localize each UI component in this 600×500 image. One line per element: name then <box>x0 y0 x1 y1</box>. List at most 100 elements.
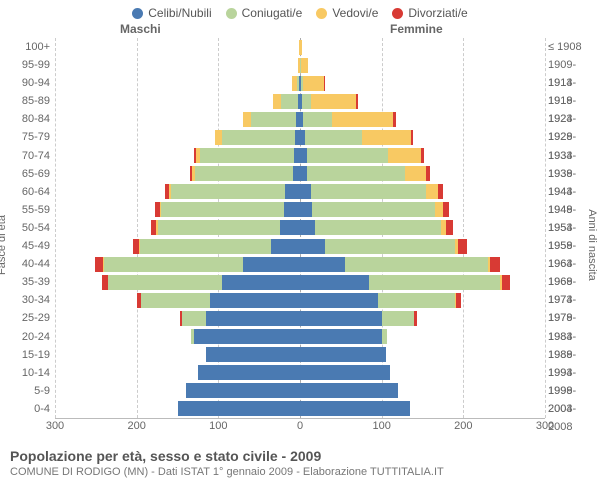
bar-segment <box>426 166 430 181</box>
bar-segment <box>243 112 251 127</box>
pyramid-row <box>55 273 545 291</box>
female-bar <box>300 220 453 235</box>
age-label: 40-44 <box>0 255 50 273</box>
pyramid-row <box>55 400 545 418</box>
grid-line <box>545 38 546 418</box>
bar-segment <box>200 148 294 163</box>
male-bar <box>133 239 300 254</box>
female-bar <box>300 365 390 380</box>
male-bar <box>178 401 301 416</box>
bar-segment <box>222 275 300 290</box>
bar-segment <box>311 94 356 109</box>
female-bar <box>300 130 413 145</box>
pyramid-row <box>55 56 545 74</box>
bar-segment <box>369 275 500 290</box>
bar-segment <box>285 184 300 199</box>
birth-year-label: 1944-1948 <box>548 183 600 201</box>
pyramid-row <box>55 128 545 146</box>
bar-segment <box>198 365 300 380</box>
bar-segment <box>300 239 325 254</box>
chart-title: Popolazione per età, sesso e stato civil… <box>10 448 590 464</box>
pyramid-row <box>55 183 545 201</box>
bar-segment <box>280 220 300 235</box>
bar-segment <box>435 202 443 217</box>
birth-year-label: 2004-2008 <box>548 400 600 418</box>
bar-segment <box>421 148 424 163</box>
birth-year-label: ≤ 1908 <box>548 38 600 56</box>
bar-segment <box>182 311 207 326</box>
bar-segment <box>414 311 416 326</box>
bar-segment <box>458 239 466 254</box>
birth-year-label: 1934-1938 <box>548 147 600 165</box>
birth-year-label: 1959-1963 <box>548 237 600 255</box>
male-bar <box>190 166 300 181</box>
bar-segment <box>171 184 285 199</box>
birth-year-label: 1994-1998 <box>548 364 600 382</box>
pyramid-row <box>55 346 545 364</box>
bar-segment <box>307 148 389 163</box>
age-label: 55-59 <box>0 201 50 219</box>
bar-segment <box>300 311 382 326</box>
legend-label: Vedovi/e <box>332 6 378 20</box>
bar-segment <box>222 130 296 145</box>
male-bar <box>180 311 300 326</box>
bar-segment <box>382 329 388 344</box>
age-label: 0-4 <box>0 400 50 418</box>
age-label: 85-89 <box>0 92 50 110</box>
male-bar <box>186 383 300 398</box>
bar-segment <box>243 257 300 272</box>
pyramid-row <box>55 291 545 309</box>
bar-segment <box>456 293 461 308</box>
footer: Popolazione per età, sesso e stato civil… <box>0 440 600 478</box>
age-label: 45-49 <box>0 237 50 255</box>
female-bar <box>300 311 417 326</box>
female-bar <box>300 202 449 217</box>
bar-segment <box>104 257 243 272</box>
age-label: 35-39 <box>0 273 50 291</box>
bar-segment <box>251 112 296 127</box>
bar-segment <box>405 166 425 181</box>
pyramid-row <box>55 364 545 382</box>
bar-segment <box>108 275 222 290</box>
bar-segment <box>281 94 297 109</box>
bar-segment <box>311 184 425 199</box>
female-bar <box>300 275 510 290</box>
birth-year-label: 1999-2003 <box>548 382 600 400</box>
bar-segment <box>273 94 281 109</box>
bar-segment <box>356 94 358 109</box>
bar-segment <box>300 166 307 181</box>
male-bar <box>206 347 300 362</box>
birth-year-label: 1929-1933 <box>548 128 600 146</box>
female-title: Femmine <box>390 22 443 36</box>
bar-segment <box>443 202 449 217</box>
bar-segment <box>206 311 300 326</box>
bar-segment <box>158 220 281 235</box>
birth-year-label: 1954-1958 <box>548 219 600 237</box>
legend-label: Coniugati/e <box>242 6 303 20</box>
male-bar <box>155 202 300 217</box>
legend-swatch <box>316 8 327 19</box>
plot-region <box>55 38 545 419</box>
female-bar <box>300 383 398 398</box>
age-label: 30-34 <box>0 291 50 309</box>
pyramid-row <box>55 201 545 219</box>
age-label: 100+ <box>0 38 50 56</box>
male-bar <box>243 112 300 127</box>
female-bar <box>300 329 387 344</box>
birth-year-label: 1989-1993 <box>548 346 600 364</box>
age-label: 75-79 <box>0 128 50 146</box>
bar-segment <box>300 329 382 344</box>
legend-swatch <box>132 8 143 19</box>
female-bar <box>300 184 443 199</box>
pyramid-row <box>55 219 545 237</box>
x-tick-label: 100 <box>209 420 227 432</box>
x-tick-label: 100 <box>372 420 390 432</box>
x-tick-label: 300 <box>46 420 64 432</box>
female-bar <box>300 239 467 254</box>
bar-segment <box>95 257 103 272</box>
legend-label: Celibi/Nubili <box>148 6 211 20</box>
bar-segment <box>502 275 510 290</box>
x-tick-label: 300 <box>536 420 554 432</box>
bar-segment <box>490 257 500 272</box>
bar-segment <box>301 58 308 73</box>
